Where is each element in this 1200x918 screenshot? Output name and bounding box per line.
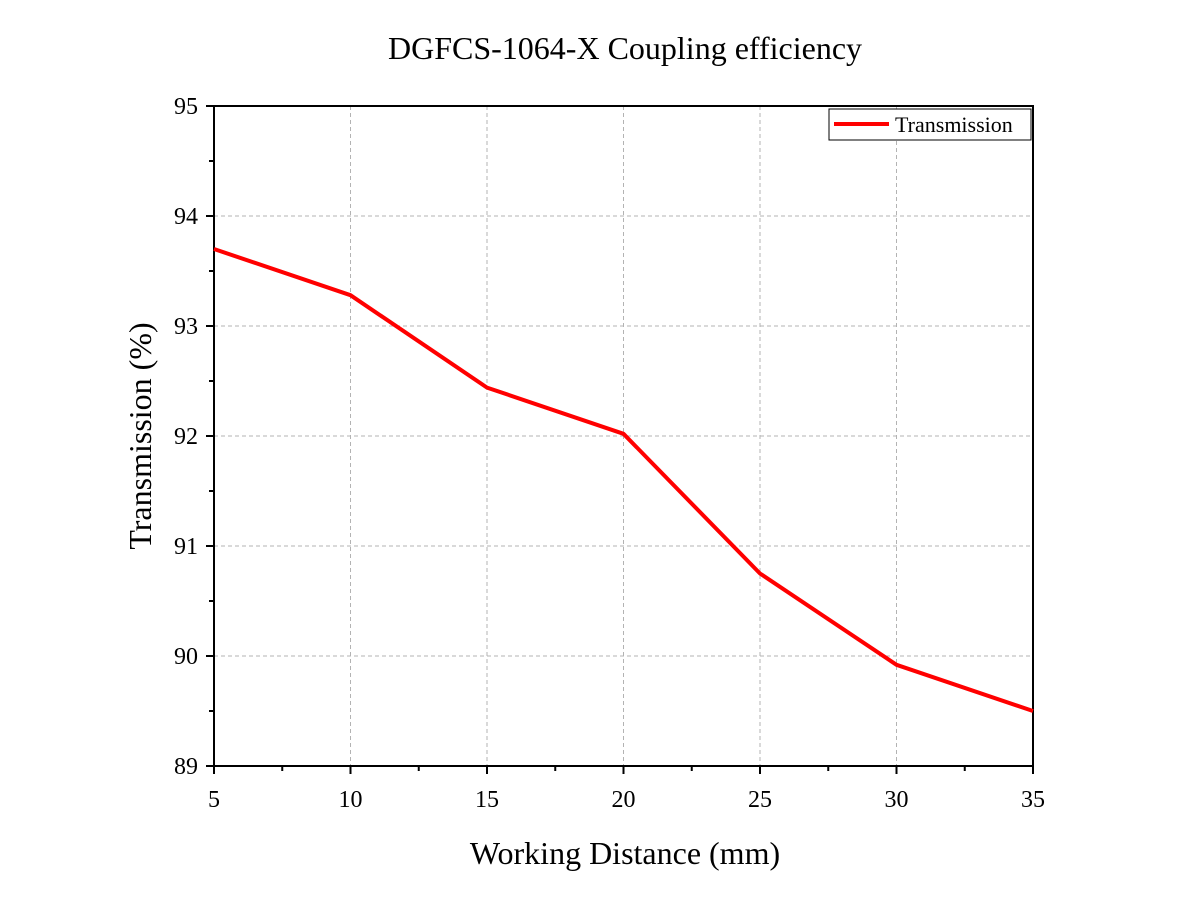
x-tick-label: 30 — [885, 787, 909, 813]
y-tick-label: 89 — [174, 754, 198, 780]
legend: Transmission — [828, 108, 1032, 141]
x-tick-label: 5 — [208, 787, 220, 813]
x-tick-label: 10 — [339, 787, 363, 813]
x-tick-label: 35 — [1021, 787, 1045, 813]
y-tick-label: 92 — [174, 424, 198, 450]
y-axis-label: Transmission (%) — [122, 322, 158, 549]
y-tick-label: 95 — [174, 94, 198, 120]
legend-label: Transmission — [895, 112, 1013, 137]
x-axis-label: Working Distance (mm) — [470, 835, 780, 871]
axis-ticks: 5 10 15 20 25 30 35 89 90 91 92 93 94 95 — [174, 94, 1045, 813]
series-line — [213, 247, 1034, 713]
chart-title: DGFCS-1064-X Coupling efficiency — [388, 30, 862, 66]
x-tick-label: 15 — [475, 787, 499, 813]
y-tick-label: 93 — [174, 314, 198, 340]
y-tick-label: 94 — [174, 204, 198, 230]
series-group — [213, 247, 1034, 713]
x-tick-label: 25 — [748, 787, 772, 813]
y-tick-label: 91 — [174, 534, 198, 560]
y-tick-label: 90 — [174, 644, 198, 670]
x-tick-label: 20 — [612, 787, 636, 813]
